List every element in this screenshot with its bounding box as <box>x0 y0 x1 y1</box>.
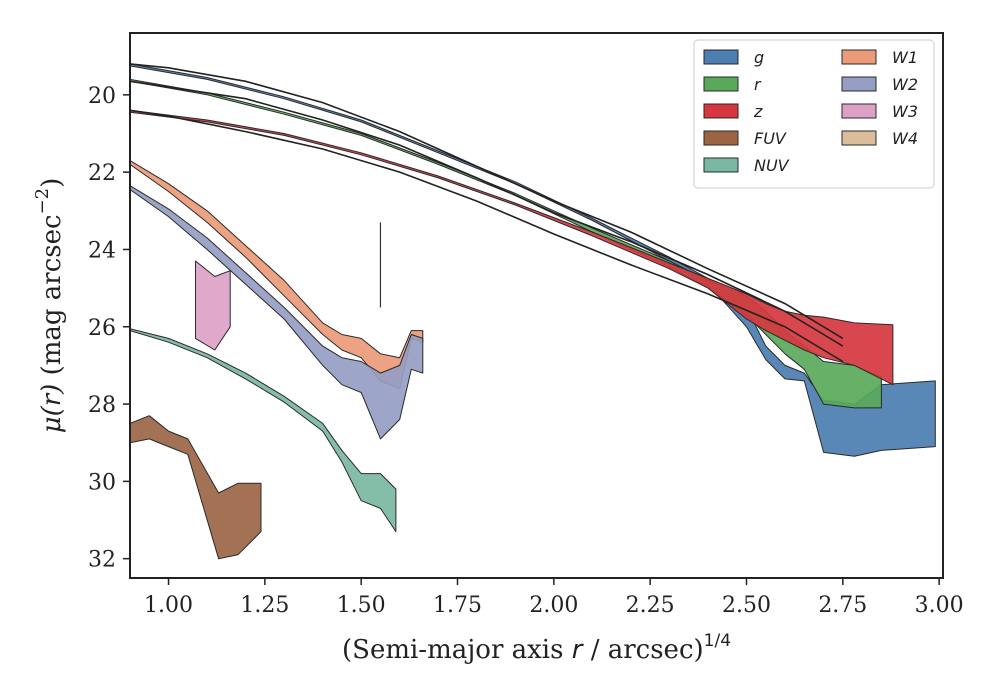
band-w3 <box>195 260 231 351</box>
model-curve-2 <box>130 80 844 347</box>
x-tick-label: 1.00 <box>144 593 193 618</box>
legend-label-w4: W4 <box>892 129 918 148</box>
y-tick-label: 30 <box>88 470 116 495</box>
y-axis-label: μ(r) (mag arcsec−2) <box>32 178 67 434</box>
band-w1 <box>130 160 424 390</box>
legend-swatch-nuv <box>703 157 739 173</box>
model-curves <box>130 63 844 363</box>
x-axis-ticks: 1.00 1.25 1.50 1.75 2.00 2.25 2.50 2.75 3.00 <box>144 578 964 618</box>
legend-label-r: r <box>754 75 762 94</box>
band-w2 <box>130 185 424 440</box>
legend-swatch-w3 <box>841 103 877 119</box>
legend-label-fuv: FUV <box>754 129 787 148</box>
y-tick-label: 26 <box>88 316 116 341</box>
legend-swatch-z <box>703 103 739 119</box>
y-tick-label: 22 <box>88 161 116 186</box>
model-curve-1 <box>130 63 844 340</box>
band-r <box>130 78 882 409</box>
legend-swatch-g <box>703 49 739 65</box>
x-tick-label: 2.75 <box>818 593 867 618</box>
legend-label-nuv: NUV <box>754 156 790 175</box>
y-axis-ticks: 20 22 24 26 28 30 32 <box>88 84 130 573</box>
x-tick-label: 2.00 <box>529 593 578 618</box>
x-tick-label: 1.75 <box>433 593 482 618</box>
legend-label-g: g <box>754 48 764 67</box>
x-tick-label: 2.25 <box>626 593 675 618</box>
y-tick-label: 20 <box>88 84 116 109</box>
legend-label-z: z <box>753 102 763 121</box>
y-tick-label: 32 <box>88 548 116 573</box>
legend-label-w1: W1 <box>892 48 918 67</box>
legend-swatch-r <box>703 76 739 92</box>
series-layer <box>130 63 936 560</box>
legend-label-w2: W2 <box>892 75 918 94</box>
model-curve-3 <box>130 109 844 363</box>
y-tick-label: 28 <box>88 393 116 418</box>
legend-swatch-w2 <box>841 76 877 92</box>
x-tick-label: 2.50 <box>722 593 771 618</box>
x-axis-label: (Semi-major axis r / arcsec)1/4 <box>342 631 731 665</box>
y-tick-label: 24 <box>88 238 116 263</box>
legend-swatch-w1 <box>841 49 877 65</box>
band-z <box>130 109 894 386</box>
x-tick-label: 1.25 <box>240 593 289 618</box>
plot-frame <box>129 32 944 579</box>
x-tick-label: 3.00 <box>915 593 964 618</box>
legend-swatch-w4 <box>841 130 877 146</box>
band-fuv <box>130 415 262 560</box>
legend-swatch-fuv <box>703 130 739 146</box>
x-tick-label: 1.50 <box>337 593 386 618</box>
legend-label-w3: W3 <box>892 102 918 121</box>
legend: grz FUV NUV W1 W2 W3 W4 <box>693 39 935 189</box>
band-nuv <box>130 328 397 533</box>
